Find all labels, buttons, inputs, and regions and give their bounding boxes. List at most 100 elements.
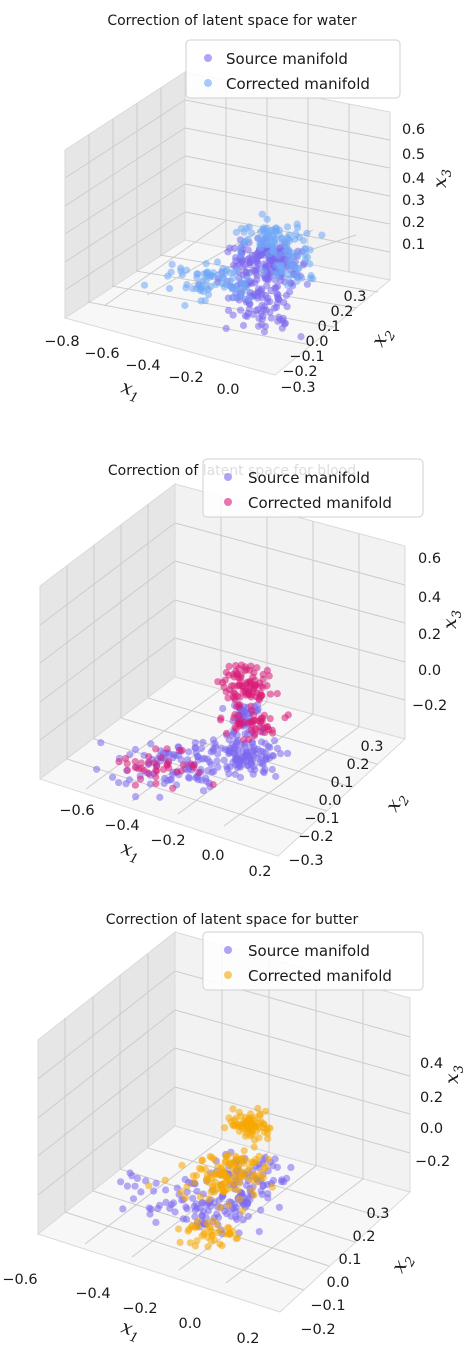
corrected-point bbox=[152, 780, 160, 788]
corrected-point bbox=[194, 1217, 202, 1225]
source-point bbox=[303, 280, 311, 288]
source-point bbox=[132, 793, 140, 801]
corrected-point bbox=[213, 1221, 221, 1229]
corrected-point bbox=[229, 1228, 237, 1236]
source-point bbox=[244, 1212, 252, 1220]
source-point bbox=[272, 772, 280, 781]
corrected-point bbox=[218, 1242, 226, 1250]
source-point bbox=[147, 740, 155, 748]
corrected-point bbox=[196, 1193, 205, 1201]
z-axis-label: x3 bbox=[441, 1065, 465, 1084]
x-tick: −0.2 bbox=[150, 833, 185, 849]
corrected-point bbox=[203, 269, 211, 277]
x-tick: 0.0 bbox=[216, 382, 239, 398]
source-point bbox=[170, 751, 178, 759]
source-point bbox=[283, 303, 291, 311]
corrected-point bbox=[145, 1182, 153, 1190]
corrected-point bbox=[153, 767, 161, 775]
corrected-point bbox=[163, 745, 171, 753]
source-point bbox=[236, 773, 245, 781]
z-tick: 0.6 bbox=[402, 122, 425, 138]
corrected-point bbox=[204, 1243, 212, 1251]
x-tick: 0.2 bbox=[248, 864, 271, 880]
corrected-point bbox=[283, 234, 291, 242]
y-axis-label: x2 bbox=[387, 1249, 419, 1278]
corrected-point bbox=[245, 223, 253, 231]
corrected-point bbox=[307, 274, 315, 282]
corrected-point bbox=[256, 679, 264, 687]
corrected-point bbox=[221, 676, 229, 684]
source-point bbox=[243, 753, 252, 762]
legend-box bbox=[185, 39, 401, 99]
corrected-point bbox=[263, 215, 271, 223]
x-axis-label: x1 bbox=[117, 837, 143, 868]
corrected-point bbox=[283, 240, 291, 248]
source-point bbox=[269, 1176, 277, 1185]
source-point bbox=[282, 291, 290, 300]
y-tick: 0.3 bbox=[366, 1206, 389, 1222]
y-tick: 0.2 bbox=[346, 757, 369, 773]
source-point bbox=[115, 779, 123, 787]
corrected-point bbox=[186, 1239, 194, 1247]
source-point bbox=[183, 1188, 191, 1196]
source-point bbox=[246, 259, 254, 267]
corrected-point bbox=[243, 286, 251, 294]
corrected-point bbox=[209, 269, 217, 277]
corrected-point bbox=[259, 1173, 267, 1181]
source-point bbox=[192, 1200, 200, 1208]
source-point bbox=[254, 305, 262, 313]
corrected-point bbox=[236, 244, 244, 252]
corrected-point bbox=[221, 267, 229, 275]
corrected-point bbox=[177, 767, 186, 775]
corrected-point bbox=[266, 715, 274, 723]
corrected-point bbox=[226, 277, 234, 285]
source-point bbox=[161, 774, 169, 782]
corrected-point bbox=[301, 251, 309, 259]
y-axis-label: x2 bbox=[381, 788, 413, 817]
chart-butter: Correction of latent space for butter bbox=[2, 912, 465, 1347]
source-point bbox=[257, 1206, 265, 1214]
corrected-point bbox=[152, 745, 160, 753]
y-tick: 0.0 bbox=[318, 793, 341, 809]
corrected-point bbox=[209, 781, 217, 789]
corrected-point bbox=[262, 1163, 270, 1172]
source-point bbox=[266, 298, 274, 306]
corrected-point bbox=[295, 233, 303, 241]
corrected-point bbox=[191, 1224, 199, 1232]
source-point bbox=[262, 306, 270, 314]
source-point bbox=[162, 1186, 170, 1194]
corrected-point bbox=[229, 1105, 237, 1113]
source-point bbox=[131, 745, 139, 754]
corrected-point bbox=[216, 716, 225, 724]
source-point bbox=[199, 738, 207, 746]
source-point bbox=[248, 251, 256, 259]
source-point bbox=[263, 282, 271, 290]
panel-water: Correction of latent space for water bbox=[0, 0, 465, 451]
corrected-point bbox=[215, 1171, 224, 1179]
source-point bbox=[189, 1194, 197, 1202]
corrected-point bbox=[206, 283, 215, 291]
corrected-point bbox=[284, 281, 292, 290]
y-tick: −0.1 bbox=[289, 349, 324, 365]
source-point bbox=[214, 750, 222, 758]
corrected-point bbox=[176, 1238, 184, 1246]
legend-label: Corrected manifold bbox=[226, 75, 370, 93]
source-point bbox=[269, 1162, 277, 1170]
corrected-point bbox=[206, 1224, 215, 1232]
x-axis-label: x1 bbox=[117, 376, 143, 407]
source-point bbox=[122, 780, 130, 788]
chart-title: Correction of latent space for water bbox=[107, 13, 357, 29]
source-point bbox=[270, 304, 278, 312]
corrected-point bbox=[169, 784, 177, 792]
chart-blood: Correction of latent space for blood bbox=[38, 458, 465, 880]
corrected-point bbox=[241, 663, 249, 671]
corrected-point bbox=[278, 267, 286, 276]
corrected-point bbox=[177, 264, 185, 272]
corrected-point bbox=[220, 1124, 229, 1132]
x-tick: −0.4 bbox=[125, 358, 160, 374]
source-point bbox=[272, 284, 280, 292]
y-tick: −0.2 bbox=[298, 829, 333, 845]
z-tick: 0.2 bbox=[420, 1090, 443, 1106]
source-point bbox=[156, 1201, 164, 1209]
